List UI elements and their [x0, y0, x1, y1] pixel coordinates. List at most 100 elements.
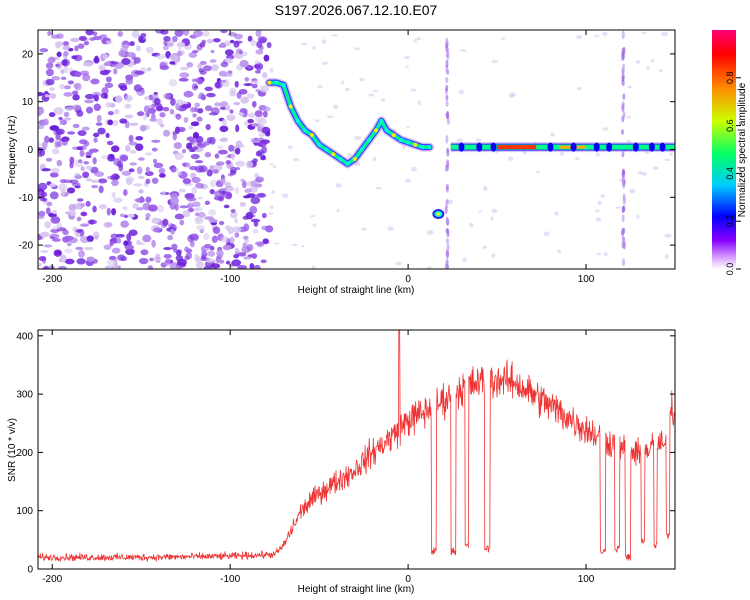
- faint-speckle: [550, 132, 555, 137]
- faint-speckle: [650, 59, 655, 63]
- faint-speckle: [574, 157, 580, 161]
- faint-speckle: [405, 178, 411, 183]
- ridge-point: [288, 104, 293, 109]
- noise-speckle: [39, 48, 49, 53]
- noise-speckle: [179, 205, 189, 209]
- noise-speckle: [116, 237, 122, 244]
- noise-speckle: [162, 45, 169, 51]
- vertical-streak: [446, 48, 450, 54]
- vertical-streak: [622, 46, 626, 55]
- noise-speckle: [152, 158, 158, 164]
- noise-speckle: [170, 165, 177, 173]
- noise-speckle: [256, 40, 263, 49]
- faint-speckle: [310, 215, 315, 218]
- flat-line-node: [648, 142, 655, 152]
- noise-speckle: [209, 189, 215, 195]
- flat-line-node: [606, 142, 613, 152]
- noise-speckle: [254, 173, 260, 178]
- faint-speckle: [595, 209, 600, 213]
- noise-speckle: [159, 112, 166, 118]
- noise-speckle: [139, 124, 147, 132]
- vertical-streak: [445, 59, 449, 68]
- noise-speckle: [118, 49, 126, 57]
- ridge-point: [391, 133, 396, 138]
- noise-speckle: [86, 256, 95, 262]
- faint-speckle: [326, 115, 334, 119]
- noise-speckle: [84, 93, 95, 100]
- ridge-point: [331, 152, 336, 157]
- noise-speckle: [136, 111, 145, 117]
- vertical-streak: [622, 93, 626, 100]
- noise-speckle: [173, 249, 183, 254]
- vertical-streak: [622, 111, 626, 119]
- noise-speckle: [93, 94, 99, 102]
- noise-speckle: [233, 226, 242, 233]
- ridge-point: [398, 137, 403, 142]
- noise-speckle: [47, 30, 52, 36]
- noise-speckle: [70, 37, 80, 43]
- vertical-streak: [621, 101, 625, 110]
- noise-speckle: [39, 231, 50, 238]
- noise-speckle: [250, 39, 257, 47]
- vertical-streak: [445, 111, 449, 119]
- noise-speckle: [147, 265, 154, 269]
- noise-speckle: [261, 145, 267, 154]
- snr-panel: -200 -100 0 100 0 100 200 300 400 Height of stra…: [7, 329, 676, 595]
- noise-speckle: [260, 156, 267, 161]
- noise-speckle: [129, 149, 137, 154]
- noise-speckle: [42, 197, 48, 202]
- noise-speckle: [224, 49, 234, 56]
- noise-speckle: [195, 261, 204, 269]
- noise-speckle: [127, 213, 135, 218]
- noise-speckle: [58, 116, 63, 120]
- noise-speckle: [123, 240, 129, 247]
- noise-speckle: [158, 173, 166, 178]
- noise-speckle: [142, 234, 152, 243]
- noise-speckle: [161, 190, 166, 196]
- noise-speckle: [230, 208, 236, 213]
- noise-speckle: [60, 69, 65, 75]
- faint-speckle: [448, 199, 453, 205]
- snr-xtick-label: 100: [578, 574, 595, 585]
- noise-speckle: [220, 61, 229, 68]
- noise-speckle: [140, 249, 149, 256]
- faint-speckle: [603, 252, 608, 257]
- noise-speckle: [239, 201, 247, 207]
- noise-speckle: [224, 40, 231, 47]
- noise-speckle: [38, 124, 45, 130]
- noise-speckle: [110, 145, 120, 153]
- faint-speckle: [627, 85, 633, 89]
- vertical-streak: [445, 100, 449, 107]
- colorbar-label: Normalized spectral amplitude: [737, 82, 748, 217]
- noise-speckle: [62, 229, 69, 235]
- noise-speckle: [121, 170, 132, 176]
- ridge-line: [264, 78, 434, 169]
- noise-speckle: [138, 257, 149, 265]
- noise-speckle: [250, 180, 257, 187]
- noise-speckle: [144, 171, 154, 177]
- noise-speckle: [202, 65, 212, 72]
- noise-speckle: [209, 179, 219, 188]
- noise-speckle: [247, 112, 257, 118]
- noise-speckle: [121, 57, 131, 65]
- noise-speckle: [96, 114, 102, 123]
- noise-speckle: [153, 98, 161, 105]
- faint-speckle: [282, 193, 289, 198]
- faint-speckle: [491, 253, 496, 258]
- ridge-line: [268, 81, 431, 165]
- noise-speckle: [247, 118, 254, 124]
- noise-speckle: [182, 178, 192, 185]
- noise-speckle: [230, 152, 235, 161]
- vertical-streak: [445, 183, 449, 191]
- vertical-streak: [446, 159, 450, 168]
- noise-speckle: [111, 179, 119, 187]
- faint-speckle: [543, 231, 551, 236]
- noise-speckle: [67, 131, 76, 135]
- faint-speckle: [641, 172, 648, 176]
- spectrogram-ytick-label: 0: [27, 145, 33, 156]
- ridge-point: [281, 82, 286, 87]
- noise-speckle: [38, 210, 46, 217]
- noise-speckle: [93, 103, 101, 111]
- noise-speckle: [191, 83, 198, 91]
- noise-speckle: [233, 101, 241, 106]
